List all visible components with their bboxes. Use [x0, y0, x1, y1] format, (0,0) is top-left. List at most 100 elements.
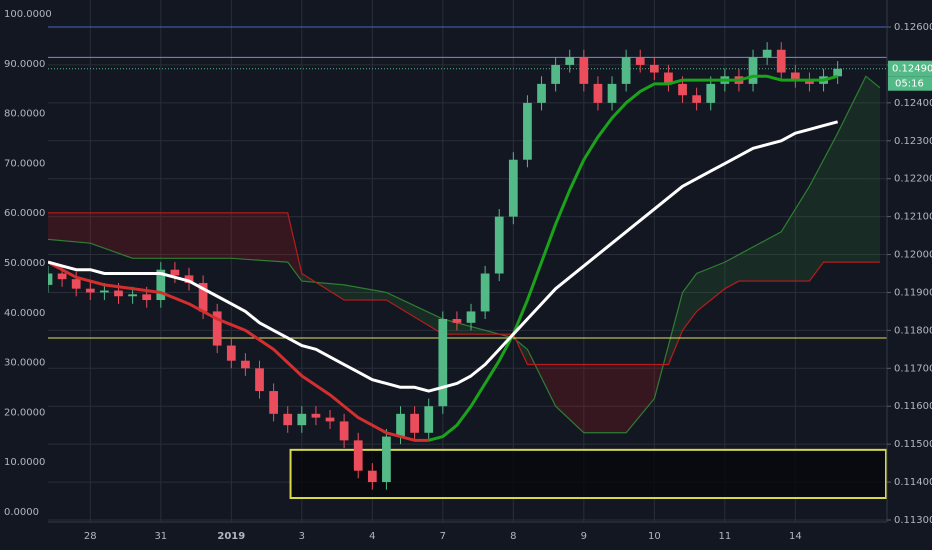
candle-body — [367, 470, 377, 483]
y2-tick-label: 90.0000 — [4, 59, 45, 70]
cloud-fill — [626, 364, 655, 433]
candle-body — [664, 72, 673, 84]
candle-body — [523, 102, 532, 160]
y-tick-label: 0.11600 — [894, 401, 932, 412]
moving-average — [428, 74, 839, 442]
cloud-fill — [344, 284, 387, 301]
candle-body — [85, 288, 95, 293]
candle-body — [805, 80, 814, 84]
y-tick-label: 0.12600 — [894, 22, 932, 33]
moving-average — [48, 260, 429, 442]
price-tag-label: 0.12490 — [892, 64, 932, 75]
cloud-fill — [668, 292, 683, 365]
candle-body — [100, 290, 109, 293]
candle-body — [508, 159, 518, 217]
candle-body — [706, 83, 716, 103]
cloud-line — [48, 212, 880, 366]
x-tick-label: 8 — [510, 531, 516, 542]
y2-tick-label: 0.0000 — [4, 507, 39, 518]
y-tick-label: 0.12400 — [894, 98, 932, 109]
candle-body — [635, 57, 645, 65]
candle-body — [551, 64, 561, 84]
candle-body — [48, 273, 53, 285]
candle-body — [790, 72, 800, 81]
candle-body — [565, 57, 575, 65]
cloud-fill — [90, 212, 133, 259]
y-tick-label: 0.12300 — [894, 136, 932, 147]
candle-body — [114, 290, 123, 297]
countdown-label: 05:16 — [895, 79, 924, 90]
candle-body — [494, 216, 504, 274]
y2-tick-label: 30.0000 — [4, 358, 45, 369]
candle-body — [396, 413, 405, 437]
candle-body — [170, 269, 180, 276]
y2-tick-label: 70.0000 — [4, 158, 45, 169]
y2-tick-label: 40.0000 — [4, 308, 45, 319]
candle-body — [776, 49, 786, 73]
candle-body — [607, 83, 617, 103]
y-tick-label: 0.11900 — [894, 287, 932, 298]
cloud-fill — [865, 76, 880, 263]
candle-body — [184, 275, 194, 283]
cloud-fill — [809, 159, 824, 282]
x-tick-label: 11 — [718, 531, 731, 542]
x-tick-label: 28 — [84, 531, 97, 542]
candle-body — [438, 319, 448, 407]
candle-body — [311, 413, 321, 418]
cloud-fill — [48, 212, 91, 244]
candle-body — [424, 406, 434, 433]
candle-body — [339, 421, 349, 441]
y2-tick-label: 50.0000 — [4, 258, 45, 269]
candle-body — [283, 413, 293, 426]
cloud-fill — [823, 133, 838, 263]
candle-body — [593, 83, 603, 103]
zone — [289, 448, 887, 500]
cloud-fill — [781, 186, 810, 282]
cloud-fill — [555, 364, 584, 433]
y-tick-label: 0.11400 — [894, 477, 932, 488]
y-tick-label: 0.11500 — [894, 439, 932, 450]
cloud-fill — [386, 292, 443, 335]
candle-body — [466, 311, 476, 323]
candle-body — [762, 49, 772, 58]
candle-body — [480, 273, 490, 312]
candle-body — [748, 57, 758, 84]
plot-area — [48, 0, 887, 522]
y2-tick-label: 80.0000 — [4, 109, 45, 120]
y-tick-label: 0.12000 — [894, 250, 932, 261]
candle-body — [382, 436, 391, 483]
x-tick-label: 2019 — [217, 531, 245, 542]
moving-average — [48, 120, 839, 393]
x-tick-label: 14 — [789, 531, 802, 542]
candle-body — [156, 269, 166, 301]
y2-tick-label: 10.0000 — [4, 457, 45, 468]
candle-body — [57, 273, 67, 280]
candle-body — [353, 440, 363, 471]
candle-body — [452, 319, 462, 323]
cloud-fill — [724, 254, 739, 289]
y-tick-label: 0.11700 — [894, 363, 932, 374]
cloud-fill — [837, 76, 866, 263]
candle-body — [269, 391, 278, 414]
candle-body — [212, 311, 222, 346]
cloud-fill — [132, 212, 232, 259]
x-tick-label: 7 — [440, 531, 446, 542]
candle-body — [621, 57, 631, 84]
y-tick-label: 0.11300 — [894, 515, 932, 526]
cloud-fill — [738, 231, 782, 282]
candle-body — [297, 413, 307, 426]
x-tick-label: 3 — [299, 531, 305, 542]
candle-body — [692, 95, 702, 103]
cloud-fill — [696, 262, 725, 312]
y2-tick-label: 100.0000 — [4, 9, 52, 20]
candle-body — [198, 282, 208, 312]
y-tick-label: 0.12100 — [894, 212, 932, 223]
candle-body — [128, 294, 137, 297]
y-tick-label: 0.11800 — [894, 325, 932, 336]
x-tick-label: 4 — [369, 531, 375, 542]
candle-body — [71, 279, 81, 289]
candle-body — [833, 68, 843, 77]
candle-body — [226, 345, 236, 361]
